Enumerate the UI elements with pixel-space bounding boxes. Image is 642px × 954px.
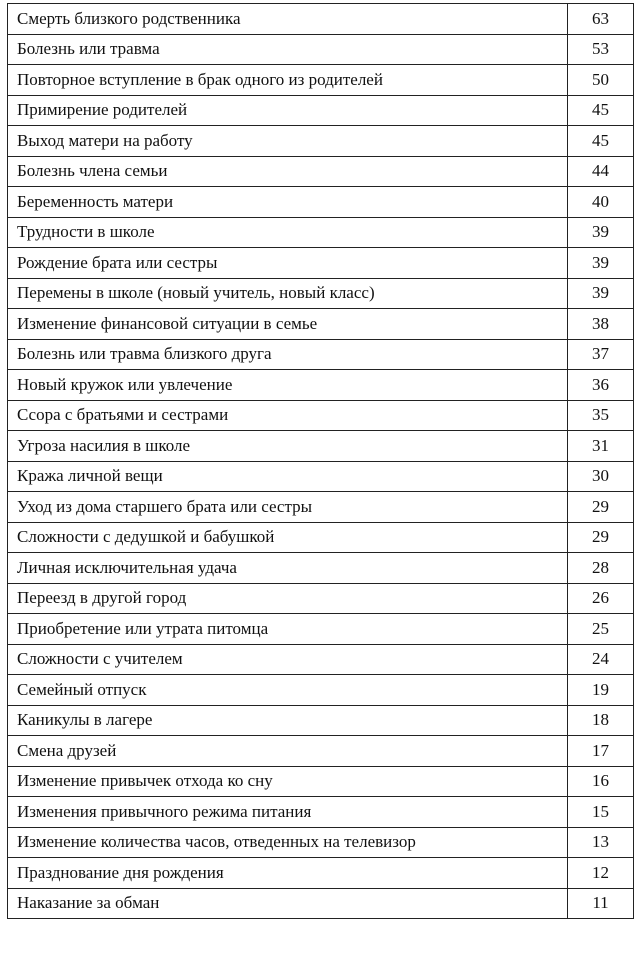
score-cell: 29 xyxy=(567,521,634,553)
event-cell: Угроза насилия в школе xyxy=(7,430,568,462)
score-cell: 40 xyxy=(567,186,634,218)
score-cell: 31 xyxy=(567,430,634,462)
score-cell: 39 xyxy=(567,277,634,309)
table-row: Уход из дома старшего брата или сестры 29 xyxy=(7,491,634,523)
event-cell: Перемены в школе (новый учитель, новый к… xyxy=(7,277,568,309)
score-cell: 19 xyxy=(567,674,634,706)
table-row: Каникулы в лагере 18 xyxy=(7,704,634,736)
table-row: Примирение родителей 45 xyxy=(7,94,634,126)
event-cell: Новый кружок или увлечение xyxy=(7,369,568,401)
score-cell: 45 xyxy=(567,125,634,157)
event-cell: Беременность матери xyxy=(7,186,568,218)
score-cell: 29 xyxy=(567,491,634,523)
event-cell: Ссора с братьями и сестрами xyxy=(7,399,568,431)
table-row: Кража личной вещи 30 xyxy=(7,460,634,492)
event-cell: Повторное вступление в брак одного из ро… xyxy=(7,64,568,96)
table: Смерть близкого родственника 63 Болезнь ил… xyxy=(7,3,634,919)
event-cell: Выход матери на работу xyxy=(7,125,568,157)
table-row: Личная исключительная удача 28 xyxy=(7,552,634,584)
table-body: Смерть близкого родственника 63 Болезнь ил… xyxy=(7,3,634,919)
table-row: Празднование дня рождения 12 xyxy=(7,857,634,889)
score-cell: 26 xyxy=(567,582,634,614)
event-cell: Болезнь или травма xyxy=(7,33,568,65)
event-cell: Сложности с дедушкой и бабушкой xyxy=(7,521,568,553)
table-row: Выход матери на работу 45 xyxy=(7,125,634,157)
event-cell: Болезнь или травма близкого друга xyxy=(7,338,568,370)
score-cell: 13 xyxy=(567,826,634,858)
event-cell: Наказание за обман xyxy=(7,887,568,919)
score-cell: 25 xyxy=(567,613,634,645)
score-cell: 39 xyxy=(567,216,634,248)
score-cell: 30 xyxy=(567,460,634,492)
table-row: Новый кружок или увлечение 36 xyxy=(7,369,634,401)
table-row: Изменение привычек отхода ко сну 16 xyxy=(7,765,634,797)
event-cell: Приобретение или утрата питомца xyxy=(7,613,568,645)
event-cell: Каникулы в лагере xyxy=(7,704,568,736)
event-cell: Изменение финансовой ситуации в семье xyxy=(7,308,568,340)
score-cell: 16 xyxy=(567,765,634,797)
score-cell: 17 xyxy=(567,735,634,767)
table-row: Переезд в другой город 26 xyxy=(7,582,634,614)
event-cell: Болезнь члена семьи xyxy=(7,155,568,187)
event-cell: Изменение количества часов, отведенных н… xyxy=(7,826,568,858)
table-row: Изменения привычного режима питания 15 xyxy=(7,796,634,828)
score-cell: 15 xyxy=(567,796,634,828)
score-cell: 12 xyxy=(567,857,634,889)
event-cell: Личная исключительная удача xyxy=(7,552,568,584)
table-row: Болезнь или травма 53 xyxy=(7,33,634,65)
event-cell: Изменение привычек отхода ко сну xyxy=(7,765,568,797)
score-cell: 53 xyxy=(567,33,634,65)
score-cell: 38 xyxy=(567,308,634,340)
table-row: Болезнь члена семьи 44 xyxy=(7,155,634,187)
table-row: Приобретение или утрата питомца 25 xyxy=(7,613,634,645)
table-row: Угроза насилия в школе 31 xyxy=(7,430,634,462)
event-cell: Семейный отпуск xyxy=(7,674,568,706)
score-cell: 11 xyxy=(567,887,634,919)
event-cell: Сложности с учителем xyxy=(7,643,568,675)
event-cell: Изменения привычного режима питания xyxy=(7,796,568,828)
table-row: Изменение финансовой ситуации в семье 38 xyxy=(7,308,634,340)
table-row: Сложности с дедушкой и бабушкой 29 xyxy=(7,521,634,553)
score-cell: 63 xyxy=(567,3,634,35)
table-row: Наказание за обман 11 xyxy=(7,887,634,919)
table-row: Сложности с учителем 24 xyxy=(7,643,634,675)
table-row: Смена друзей 17 xyxy=(7,735,634,767)
table-row: Беременность матери 40 xyxy=(7,186,634,218)
score-cell: 24 xyxy=(567,643,634,675)
event-cell: Уход из дома старшего брата или сестры xyxy=(7,491,568,523)
event-cell: Трудности в школе xyxy=(7,216,568,248)
table-row: Рождение брата или сестры 39 xyxy=(7,247,634,279)
table-row: Трудности в школе 39 xyxy=(7,216,634,248)
score-cell: 44 xyxy=(567,155,634,187)
score-cell: 35 xyxy=(567,399,634,431)
score-cell: 28 xyxy=(567,552,634,584)
score-cell: 45 xyxy=(567,94,634,126)
score-cell: 50 xyxy=(567,64,634,96)
score-cell: 18 xyxy=(567,704,634,736)
table-row: Перемены в школе (новый учитель, новый к… xyxy=(7,277,634,309)
event-cell: Кража личной вещи xyxy=(7,460,568,492)
score-cell: 39 xyxy=(567,247,634,279)
event-cell: Рождение брата или сестры xyxy=(7,247,568,279)
event-cell: Смена друзей xyxy=(7,735,568,767)
table-row: Повторное вступление в брак одного из ро… xyxy=(7,64,634,96)
event-cell: Смерть близкого родственника xyxy=(7,3,568,35)
event-cell: Переезд в другой город xyxy=(7,582,568,614)
table-row: Смерть близкого родственника 63 xyxy=(7,3,634,35)
event-cell: Примирение родителей xyxy=(7,94,568,126)
score-cell: 36 xyxy=(567,369,634,401)
table-row: Изменение количества часов, отведенных н… xyxy=(7,826,634,858)
table-row: Семейный отпуск 19 xyxy=(7,674,634,706)
table-row: Болезнь или травма близкого друга 37 xyxy=(7,338,634,370)
event-cell: Празднование дня рождения xyxy=(7,857,568,889)
score-cell: 37 xyxy=(567,338,634,370)
table-row: Ссора с братьями и сестрами 35 xyxy=(7,399,634,431)
